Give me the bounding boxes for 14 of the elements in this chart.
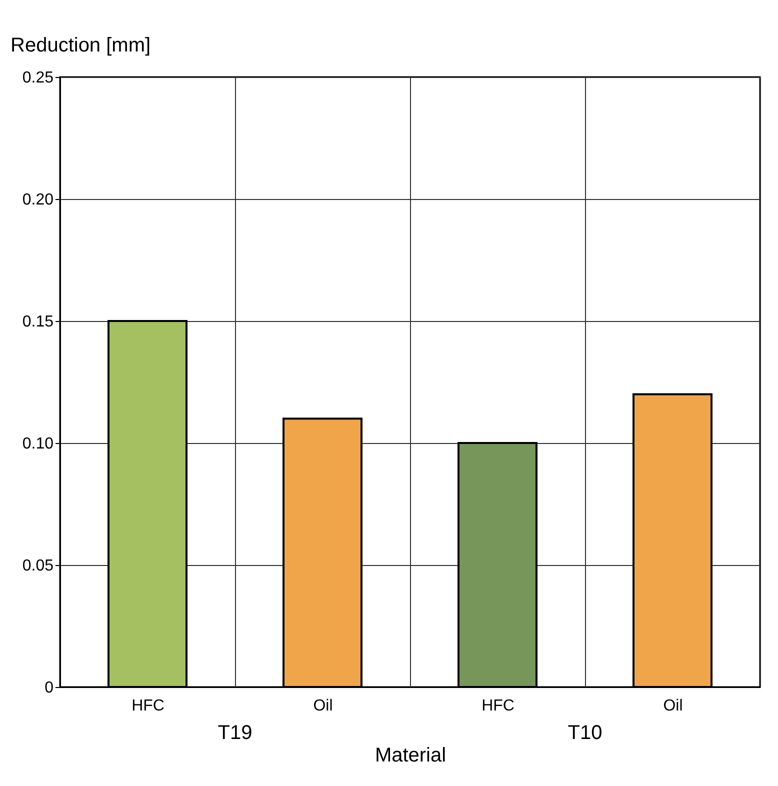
y-tick-label: 0.15: [22, 314, 54, 330]
y-tick-label: 0.25: [22, 70, 54, 86]
x-tick-label: Oil: [663, 698, 683, 714]
text: T19: [218, 722, 252, 744]
x-tick-label: Oil: [313, 698, 333, 714]
x-tick-label: HFC: [132, 698, 164, 714]
x-axis-title: Material: [374, 744, 446, 766]
y-tick-label: 0: [44, 680, 54, 696]
x-tick-label: HFC: [482, 698, 514, 714]
y-tick-label: 0.20: [22, 192, 54, 208]
y-axis-title: Reduction [mm]: [10, 34, 151, 56]
text: T10: [568, 722, 602, 744]
y-tick-label: 0.05: [22, 558, 54, 574]
y-tick-label: 0.10: [22, 436, 54, 452]
